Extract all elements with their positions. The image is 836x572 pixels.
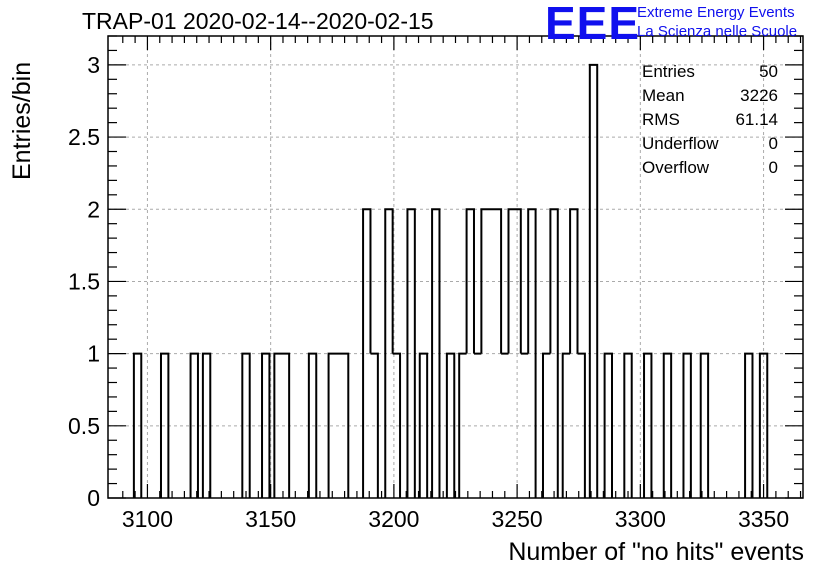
x-tick-label: 3200: [368, 506, 419, 532]
y-tick-label: 0.5: [68, 413, 100, 439]
x-axis-label: Number of "no hits" events: [508, 538, 804, 566]
y-tick-label: 2: [87, 196, 100, 222]
histogram-bin: [507, 208, 522, 354]
histogram-bin: [392, 352, 402, 498]
stats-row-entries: Entries 50: [642, 60, 778, 84]
axis-ticks: [108, 35, 803, 499]
stats-label: Underflow: [642, 134, 719, 153]
histogram-bin: [603, 352, 613, 498]
chart-title: TRAP-01 2020-02-14--2020-02-15: [82, 8, 434, 34]
stats-value: 3226: [740, 86, 778, 105]
histogram-bin: [577, 352, 586, 498]
x-tick-label: 3150: [245, 506, 296, 532]
x-tick-label: 3350: [738, 506, 789, 532]
stats-row-mean: Mean 3226: [642, 84, 778, 108]
grid-lines: [108, 36, 803, 498]
logo-line-1: Extreme Energy Events: [637, 4, 795, 21]
x-tick-label: 3250: [492, 506, 543, 532]
x-tick-label: 3300: [615, 506, 666, 532]
stats-value: 50: [759, 62, 778, 81]
histogram-bin: [682, 352, 692, 498]
histogram-bin: [465, 208, 475, 354]
stats-row-overflow: Overflow 0: [642, 156, 778, 180]
stats-label: Entries: [642, 62, 695, 81]
histogram-bin: [623, 352, 633, 498]
histogram-bin: [458, 352, 467, 498]
logo-line-2: La Scienza nelle Scuole: [637, 23, 798, 40]
stats-box: Entries 50 Mean 3226 RMS 61.14 Underflow…: [642, 60, 778, 180]
histogram-bin: [445, 352, 456, 498]
histogram-bin: [406, 208, 416, 498]
histogram-bin: [527, 208, 537, 498]
histogram-bin: [569, 208, 579, 354]
y-tick-label: 0: [87, 485, 100, 511]
y-tick-label: 1.5: [68, 268, 100, 294]
histogram-bin: [699, 352, 710, 498]
histogram-bin: [189, 352, 199, 498]
stats-label: RMS: [642, 110, 680, 129]
histogram-bin: [643, 352, 653, 498]
histogram-bin: [201, 352, 212, 498]
histogram-bin: [273, 352, 291, 498]
y-tick-label: 1: [87, 341, 100, 367]
stats-value: 61.14: [735, 110, 778, 129]
axis-tick-labels: 3100 3150 3200 3250 3300 3350 0 0.5 1 1.5 2 2.5 3: [68, 52, 789, 532]
y-tick-label: 3: [87, 52, 100, 78]
histogram-bin: [362, 208, 372, 498]
histogram-bin: [588, 63, 599, 498]
histogram-bin: [744, 352, 754, 498]
y-tick-label: 2.5: [68, 124, 100, 150]
stats-label: Mean: [642, 86, 685, 105]
histogram-bin: [541, 352, 551, 498]
histogram-bin: [549, 208, 559, 498]
histogram-bin: [370, 352, 379, 498]
histogram-bin: [480, 208, 503, 354]
stats-label: Overflow: [642, 158, 710, 177]
histogram-bin: [261, 352, 271, 498]
stats-row-underflow: Underflow 0: [642, 132, 778, 156]
histogram-bin: [327, 352, 350, 498]
histogram-bin: [418, 352, 429, 498]
histogram-bin: [241, 352, 251, 498]
stats-value: 0: [768, 134, 778, 153]
histogram-bin: [758, 352, 769, 498]
histogram-bin: [561, 352, 571, 498]
histogram-bin: [384, 208, 394, 498]
histogram-bin: [431, 208, 441, 498]
y-axis-label: Entries/bin: [8, 61, 36, 180]
histogram-bars: [132, 63, 769, 498]
x-tick-label: 3100: [122, 506, 173, 532]
histogram-bin: [159, 352, 170, 498]
eee-logo: EEE: [545, 0, 641, 49]
histogram-bin: [662, 352, 673, 498]
histogram-bin: [307, 352, 318, 498]
eee-logo-caption: Extreme Energy Events La Scienza nelle S…: [637, 3, 797, 41]
stats-value: 0: [768, 158, 778, 177]
stats-row-rms: RMS 61.14: [642, 108, 778, 132]
histogram-bin: [132, 352, 143, 498]
